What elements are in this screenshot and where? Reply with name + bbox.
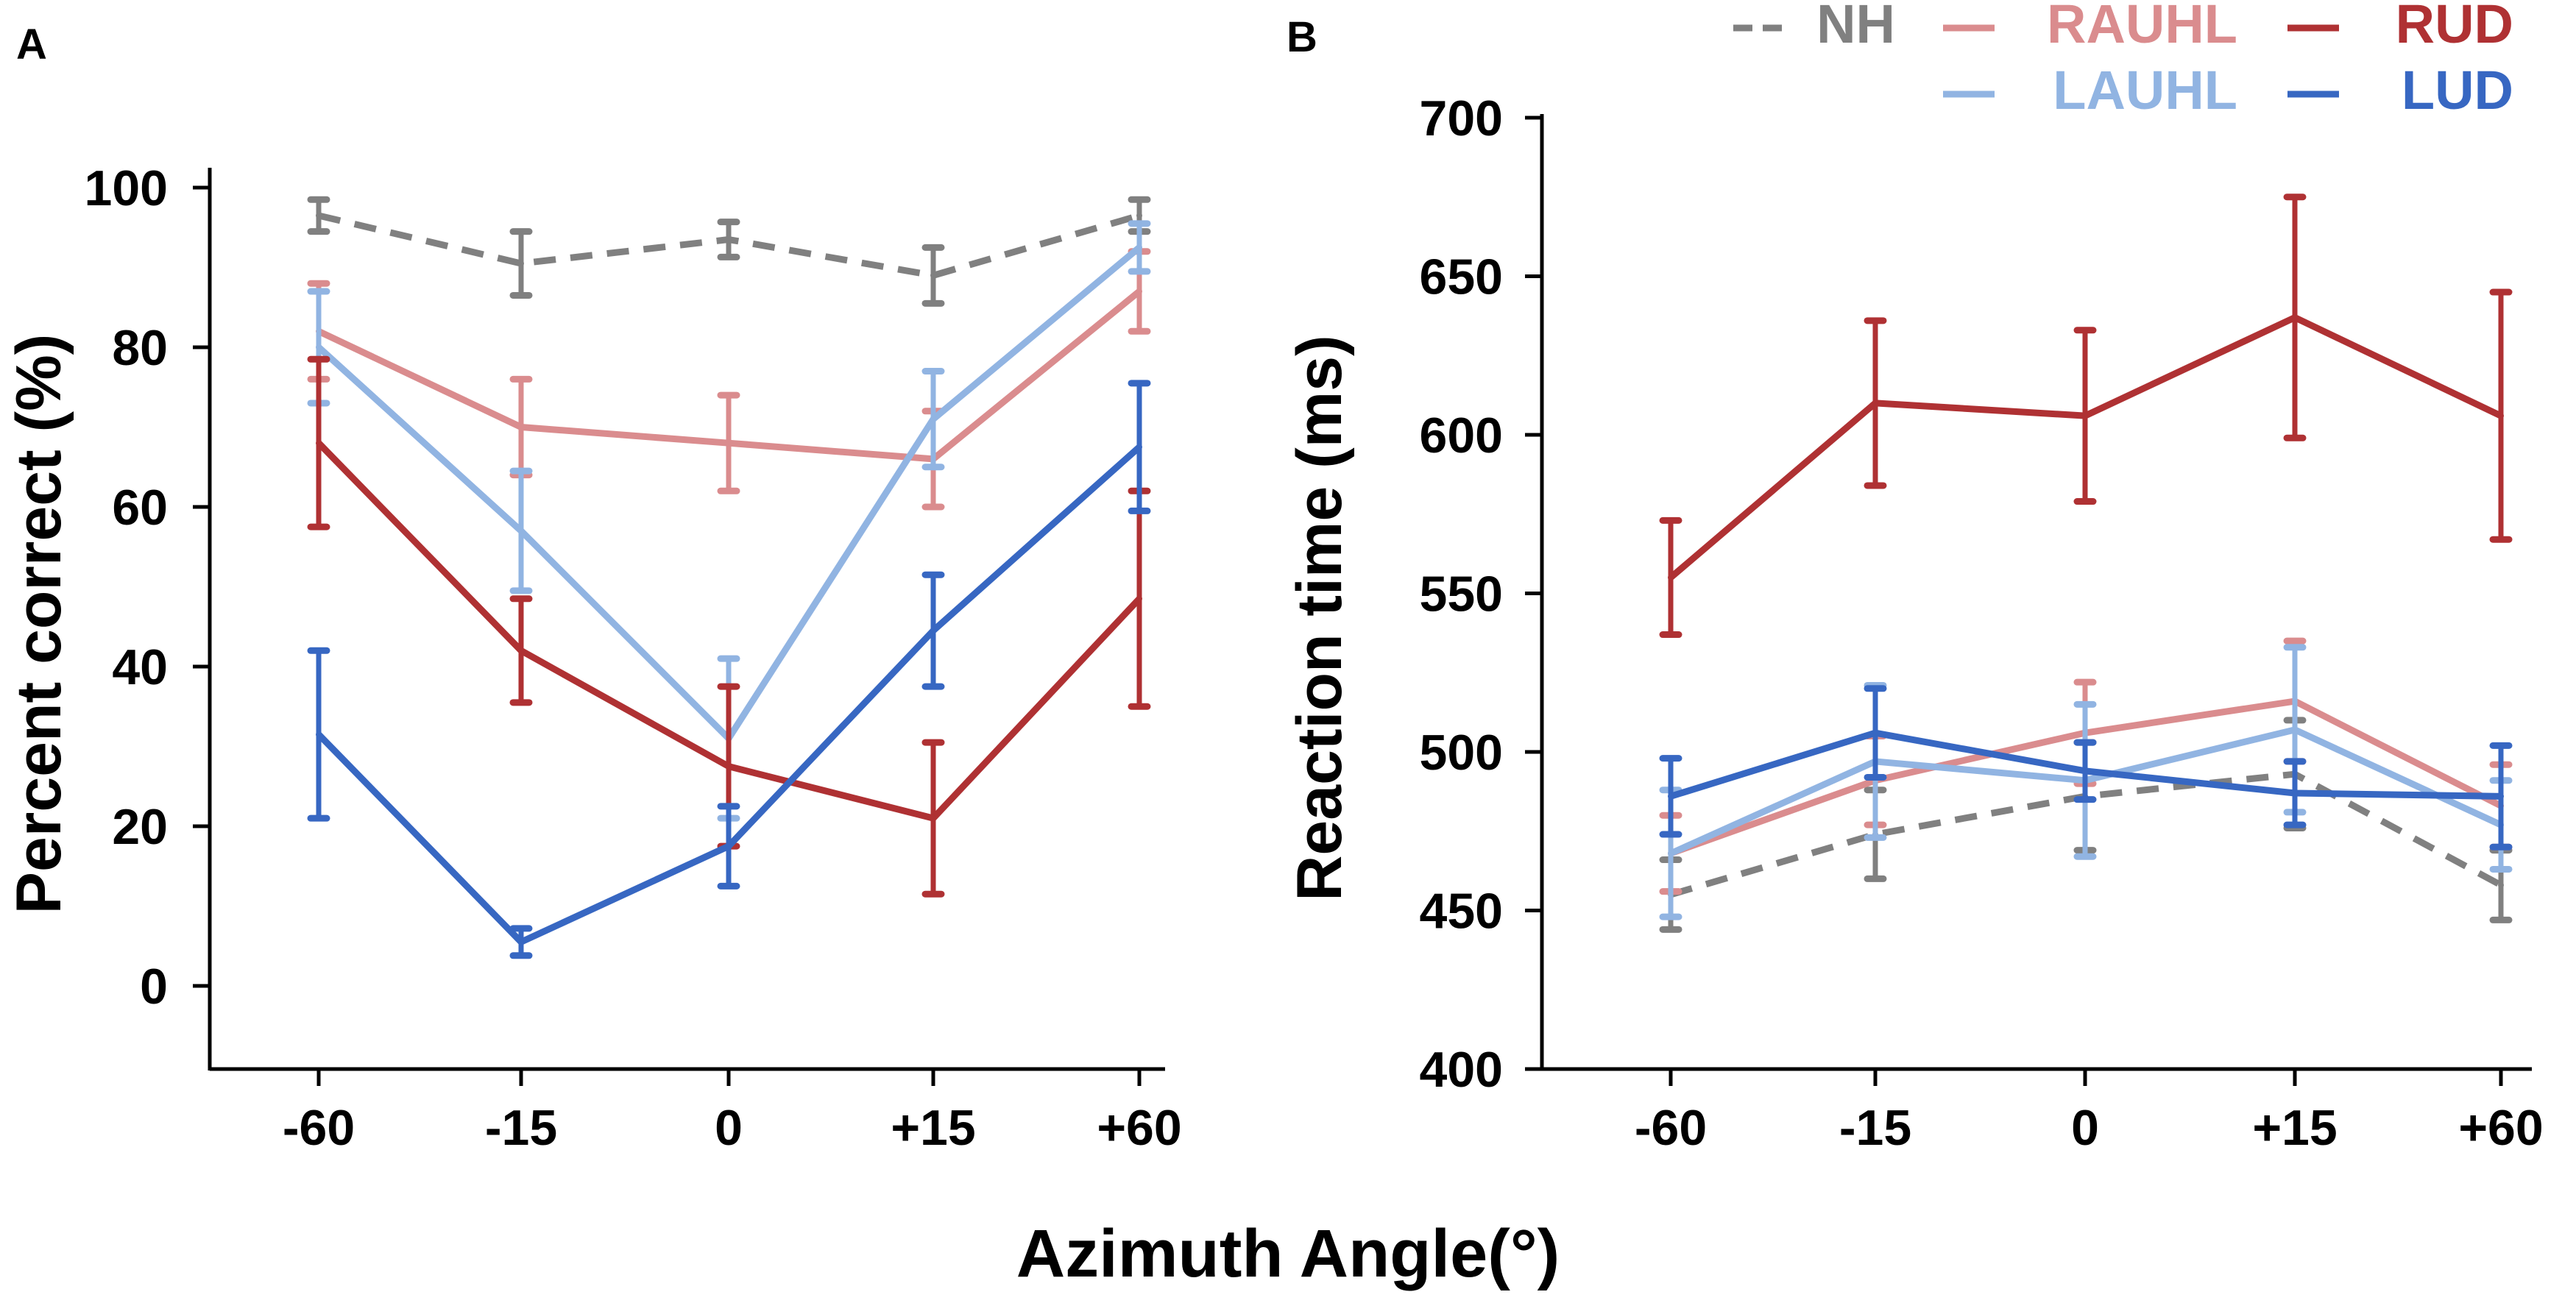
panel-a-point (930, 416, 936, 422)
panel-b-y-tick-label: 600 (1420, 408, 1503, 464)
panel-a-y-tick-label: 40 (112, 639, 168, 695)
panel-b-y-tick-label: 450 (1420, 884, 1503, 940)
panel-b-x-tick-label: +15 (2252, 1100, 2337, 1156)
panel-b-y-tick-label: 400 (1420, 1042, 1503, 1098)
panel-b-point (1872, 730, 1878, 736)
panel-b-point (1668, 850, 1674, 856)
panel-a-point (726, 440, 732, 447)
panel-b-x-tick-label: -60 (1635, 1100, 1707, 1156)
panel-a-series-lud (307, 380, 1151, 959)
panel-b-x-tick-label: +60 (2458, 1100, 2543, 1156)
panel-b-y-tick-label: 700 (1420, 90, 1503, 146)
panel-b-y-tick-label: 500 (1420, 725, 1503, 781)
legend-label: RUD (2396, 0, 2513, 54)
panel-b-point (2498, 413, 2504, 419)
panel-b-y-label: Reaction time (ms) (1284, 335, 1355, 901)
panel-a-x-tick-label: -15 (485, 1100, 557, 1156)
panel-b-point (2292, 726, 2298, 733)
legend-item-lud: LUD (2287, 60, 2513, 121)
panel-a-y-tick-label: 20 (112, 799, 168, 855)
panel-a-x-tick-label: 0 (715, 1100, 743, 1156)
panel-b-x-tick-label: 0 (2071, 1100, 2099, 1156)
legend-item-nh: NH (1733, 0, 1895, 54)
panel-b-series-rud (1659, 194, 2513, 639)
panel-a-point (930, 815, 936, 822)
panel-b-point (1872, 400, 1878, 406)
panel-b-point (1668, 793, 1674, 800)
panel-a-x-tick-label: -60 (283, 1100, 355, 1156)
panel-a-y-tick-label: 0 (140, 959, 168, 1015)
legend-item-lauhl: LAUHL (1943, 60, 2237, 121)
panel-a-y-tick-label: 100 (85, 160, 168, 216)
panel-a-point (518, 939, 524, 945)
panel-b-point (2292, 790, 2298, 797)
legend-label: LAUHL (2053, 60, 2237, 121)
shared-x-label: Azimuth Angle(°) (1016, 1216, 1560, 1291)
panel-b-point (1668, 574, 1674, 581)
panel-a-point (518, 260, 524, 267)
panel-a-label: A (16, 21, 47, 68)
panel-a-series-nh (307, 196, 1151, 307)
panel-a-point (316, 440, 322, 447)
panel-a-point (518, 528, 524, 534)
panel-a-point (1136, 212, 1142, 219)
panel-a-point (1136, 288, 1142, 295)
legend-label: RAUHL (2047, 0, 2237, 54)
panel-a-y-label: Percent correct (%) (4, 334, 74, 915)
panel-b-point (2498, 793, 2504, 800)
legend-item-rauhl: RAUHL (1943, 0, 2237, 54)
panel-a-point (930, 272, 936, 279)
panel-b-series-lud (1659, 685, 2513, 851)
panel-b-chart: Reaction time (ms) 400 450 500 550 600 650 700… (1284, 90, 2544, 1156)
legend-label: NH (1816, 0, 1895, 54)
panel-a-point (1136, 244, 1142, 251)
panel-a-point (518, 424, 524, 430)
panel-b-point (2498, 882, 2504, 889)
panel-b-y-tick-label: 550 (1420, 567, 1503, 622)
panel-b-point (2082, 413, 2088, 419)
legend-label: LUD (2402, 60, 2513, 121)
panel-a-point (316, 731, 322, 738)
panel-a-series-rud (307, 355, 1151, 898)
panel-b-y-tick-label: 650 (1420, 249, 1503, 305)
panel-a-y-tick-label: 80 (112, 320, 168, 376)
panel-b-label: B (1287, 13, 1317, 61)
panel-a-point (726, 763, 732, 770)
panel-b-point (2082, 767, 2088, 774)
panel-a-point (1136, 444, 1142, 450)
panel-a-point (518, 647, 524, 654)
panel-a-point (726, 236, 732, 243)
panel-a-point (726, 843, 732, 850)
panel-b-x-tick-label: -15 (1839, 1100, 1911, 1156)
panel-a-point (1136, 595, 1142, 602)
panel-a-point (930, 628, 936, 634)
panel-b-point (2292, 314, 2298, 321)
panel-a-point (316, 212, 322, 219)
legend-item-rud: RUD (2287, 0, 2513, 54)
panel-a-series-rauhl (307, 248, 1151, 511)
panel-a-x-tick-label: +60 (1097, 1100, 1181, 1156)
legend: NH RAUHL RUD LAUHL LUD (1733, 0, 2513, 121)
panel-a-point (316, 344, 322, 350)
panel-a-y-tick-label: 60 (112, 480, 168, 536)
panel-a-x-tick-label: +15 (891, 1100, 975, 1156)
panel-a-chart: Percent correct (%) 0 20 40 60 80 100 -60 -15 0 +… (4, 160, 1182, 1156)
